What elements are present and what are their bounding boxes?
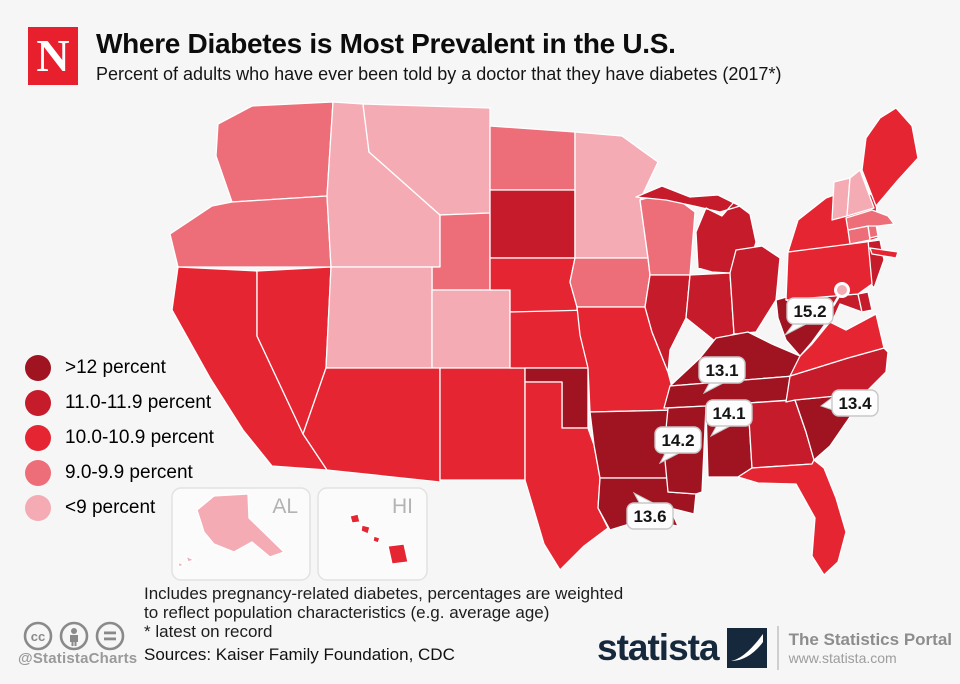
state-de <box>857 291 873 313</box>
svg-text:cc: cc <box>31 629 45 644</box>
legend-item-cat2: 9.0-9.9 percent <box>25 455 214 490</box>
legend-label: <9 percent <box>65 496 156 518</box>
sources-line: Sources: Kaiser Family Foundation, CDC <box>144 645 455 664</box>
state-hi <box>349 513 409 565</box>
state-nm <box>439 367 526 481</box>
state-nh <box>846 169 875 217</box>
legend-label: 11.0-11.9 percent <box>65 391 212 413</box>
state-wy <box>431 212 491 291</box>
legend-item-cat4: 11.0-11.9 percent <box>25 385 214 420</box>
state-fl <box>737 459 847 576</box>
statista-wordmark: statista <box>597 627 720 668</box>
callout-value: 15.2 <box>793 302 826 321</box>
inset-label-alaska: AL <box>272 495 298 518</box>
footnote-line: Includes pregnancy-related diabetes, per… <box>144 584 624 603</box>
statista-tagline: The Statistics Portal <box>788 630 952 649</box>
legend-swatch <box>25 494 51 521</box>
state-ia <box>569 257 651 308</box>
callout-ms: 14.2 <box>654 426 702 465</box>
legend-swatch <box>25 389 51 416</box>
callout-tn: 13.1 <box>698 356 746 395</box>
state-wa <box>215 101 334 203</box>
statista-charts-handle: @StatistaCharts <box>18 650 138 667</box>
dc-marker-stem <box>831 295 841 307</box>
footnotes: Includes pregnancy-related diabetes, per… <box>144 584 623 641</box>
callout-value: 13.6 <box>633 507 666 526</box>
state-oh <box>729 245 781 335</box>
callout-value: 14.2 <box>661 431 694 450</box>
state-in <box>685 272 735 343</box>
cc-equals-icon <box>95 621 125 651</box>
callout-sc: 13.4 <box>819 389 879 417</box>
callout-value: 14.1 <box>712 404 745 423</box>
state-nd <box>489 125 576 191</box>
cc-attribution-icon <box>59 621 89 651</box>
statista-branding: statista The Statistics Portal www.stati… <box>597 626 952 670</box>
callout-value: 13.1 <box>705 361 738 380</box>
legend-swatch <box>25 354 51 381</box>
creative-commons-block: cc <box>22 620 142 652</box>
legend-label: 10.0-10.9 percent <box>65 426 214 448</box>
state-az <box>302 367 441 483</box>
callout-la: 13.6 <box>626 491 674 530</box>
statista-logo-icon <box>726 628 767 668</box>
legend-label: >12 percent <box>65 356 166 378</box>
legend-swatch <box>25 459 51 486</box>
newsweek-logo-letter: N <box>36 30 70 81</box>
state-co <box>431 289 511 369</box>
legend-swatch <box>25 424 51 451</box>
legend-label: 9.0-9.9 percent <box>65 461 193 483</box>
state-ak <box>177 493 285 568</box>
page-title: Where Diabetes is Most Prevalent in the … <box>96 28 676 59</box>
state-ut <box>325 266 433 369</box>
legend-item-cat1: <9 percent <box>25 490 214 525</box>
cc-icon: cc <box>23 621 53 651</box>
footnote-line: * latest on record <box>144 622 273 641</box>
legend: >12 percent 11.0-11.9 percent 10.0-10.9 pe… <box>25 350 214 525</box>
newsweek-logo: N <box>28 27 78 85</box>
state-dc <box>834 282 850 298</box>
state-sd <box>489 189 576 259</box>
page-subtitle: Percent of adults who have ever been tol… <box>96 64 782 84</box>
legend-item-cat3: 10.0-10.9 percent <box>25 420 214 455</box>
callout-value: 13.4 <box>838 394 872 413</box>
state-or <box>169 195 332 268</box>
brand-divider <box>776 626 779 670</box>
state-me <box>861 107 919 207</box>
state-ma <box>845 209 895 231</box>
callout-wv: 15.2 <box>784 297 834 336</box>
states-group <box>169 101 919 576</box>
callouts-group: 15.2 13.1 14.1 14.2 13.4 13.6 <box>626 297 879 530</box>
statista-url: www.statista.com <box>788 650 897 666</box>
callout-al: 14.1 <box>705 399 753 438</box>
dc-marker <box>831 282 850 307</box>
inset-label-hawaii: HI <box>392 495 413 518</box>
footnote-line: to reflect population characteristics (e… <box>144 603 550 622</box>
inset-shapes-group <box>177 493 409 568</box>
legend-item-cat5: >12 percent <box>25 350 214 385</box>
